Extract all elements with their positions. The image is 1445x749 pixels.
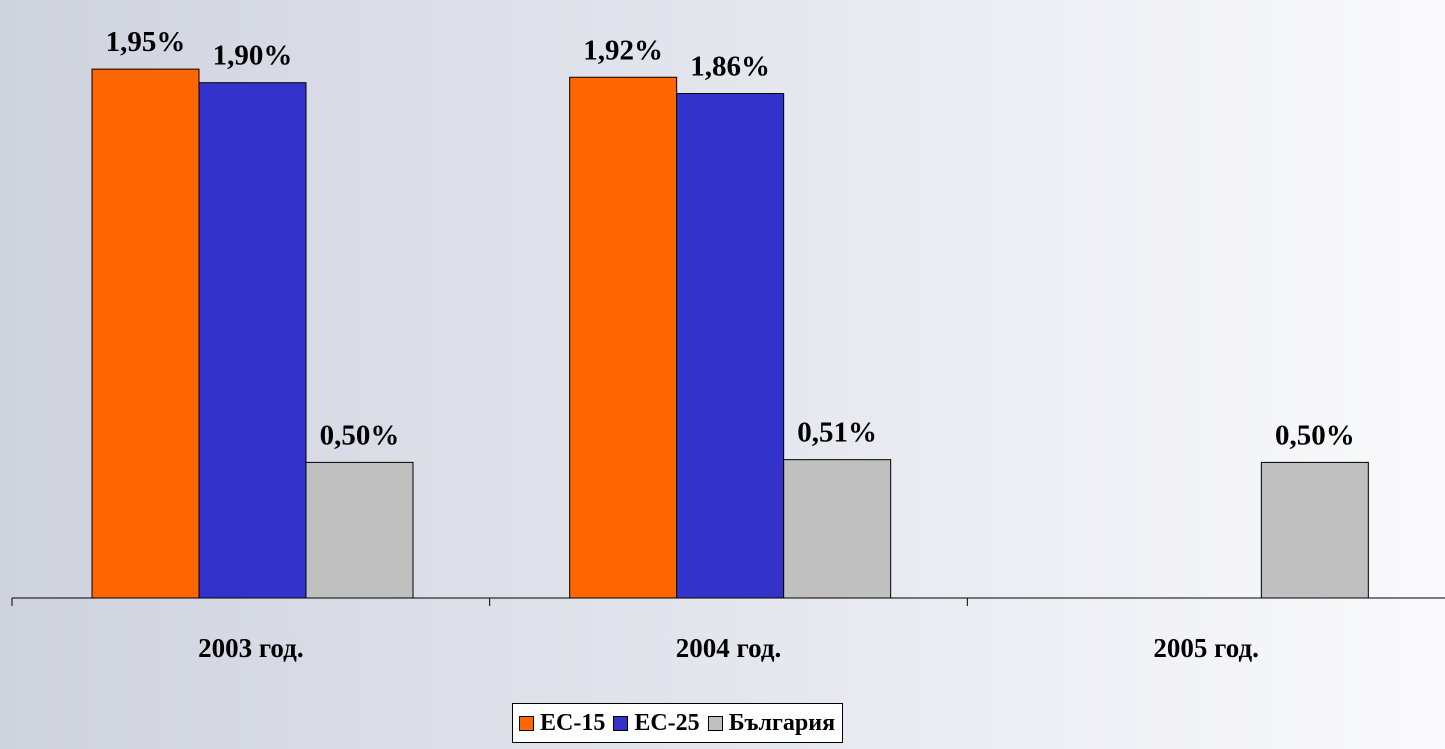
bar-ec25-1 (198, 82, 307, 599)
data-label-bulgaria-3: 0,50% (1275, 419, 1355, 451)
x-tick-label-1: 2003 год. (198, 633, 303, 663)
bar-ec15-2 (569, 76, 678, 599)
tick-labels-layer: 2003 год. 2004 год. 2005 год. (198, 633, 1259, 663)
legend-item-ec25: ЕС-25 (613, 709, 700, 737)
legend-swatch-ec25 (613, 715, 629, 731)
bar-bulgaria-3 (1260, 461, 1369, 599)
legend-item-bulgaria: България (707, 709, 836, 737)
legend-label-ec25: ЕС-25 (634, 709, 700, 736)
legend-label-ec15: ЕС-15 (540, 709, 606, 736)
data-label-ec15-2: 1,92% (583, 34, 663, 66)
legend-item-ec15: ЕС-15 (519, 710, 605, 737)
x-tick-label-3: 2005 год. (1153, 633, 1258, 663)
x-tick-label-2: 2004 год. (676, 633, 781, 663)
bar-ec15-1 (91, 68, 200, 599)
chart-legend: ЕС-15 ЕС-25 България (512, 703, 844, 743)
data-label-ec25-1: 1,90% (213, 40, 293, 72)
bar-bulgaria-2 (783, 459, 892, 599)
legend-label-bulgaria: България (728, 709, 836, 736)
bars-layer (91, 68, 1369, 599)
data-label-bulgaria-2: 0,51% (797, 417, 877, 449)
legend-swatch-bulgaria (707, 715, 723, 731)
data-label-ec15-1: 1,95% (106, 26, 186, 58)
data-labels-layer: 1,95% 1,92% 1,90% 1,86% 0,50% 0,51% 0,50% (106, 26, 1355, 451)
bar-bulgaria-1 (305, 461, 414, 599)
bar-ec25-2 (676, 93, 785, 599)
data-label-ec25-2: 1,86% (690, 51, 770, 83)
data-label-bulgaria-1: 0,50% (320, 419, 400, 451)
x-axis (11, 597, 1445, 606)
legend-swatch-ec15 (519, 715, 534, 731)
